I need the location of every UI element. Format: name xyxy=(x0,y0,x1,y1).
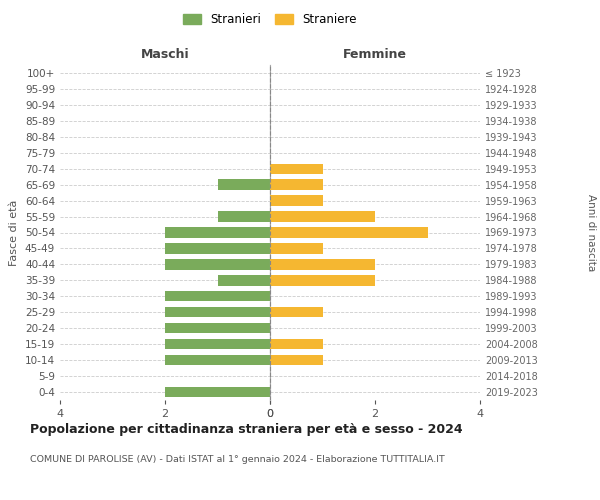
Bar xyxy=(270,228,427,237)
Text: Anni di nascita: Anni di nascita xyxy=(586,194,596,271)
Bar xyxy=(270,339,323,349)
Bar xyxy=(270,259,375,270)
Bar xyxy=(165,259,270,270)
Bar xyxy=(165,228,270,237)
Title: Femmine: Femmine xyxy=(343,48,407,61)
Bar xyxy=(218,275,270,285)
Bar xyxy=(165,355,270,366)
Bar xyxy=(165,291,270,302)
Text: COMUNE DI PAROLISE (AV) - Dati ISTAT al 1° gennaio 2024 - Elaborazione TUTTITALI: COMUNE DI PAROLISE (AV) - Dati ISTAT al … xyxy=(30,455,445,464)
Bar xyxy=(270,307,323,318)
Legend: Stranieri, Straniere: Stranieri, Straniere xyxy=(178,8,362,31)
Title: Maschi: Maschi xyxy=(140,48,190,61)
Bar xyxy=(218,180,270,190)
Y-axis label: Fasce di età: Fasce di età xyxy=(10,200,19,266)
Bar xyxy=(165,387,270,397)
Bar xyxy=(165,307,270,318)
Bar xyxy=(270,355,323,366)
Bar xyxy=(218,212,270,222)
Bar xyxy=(270,180,323,190)
Bar xyxy=(270,275,375,285)
Bar xyxy=(165,244,270,254)
Bar xyxy=(270,164,323,174)
Bar xyxy=(270,212,375,222)
Bar xyxy=(165,323,270,334)
Bar xyxy=(270,196,323,206)
Text: Popolazione per cittadinanza straniera per età e sesso - 2024: Popolazione per cittadinanza straniera p… xyxy=(30,422,463,436)
Bar xyxy=(165,339,270,349)
Bar xyxy=(270,244,323,254)
